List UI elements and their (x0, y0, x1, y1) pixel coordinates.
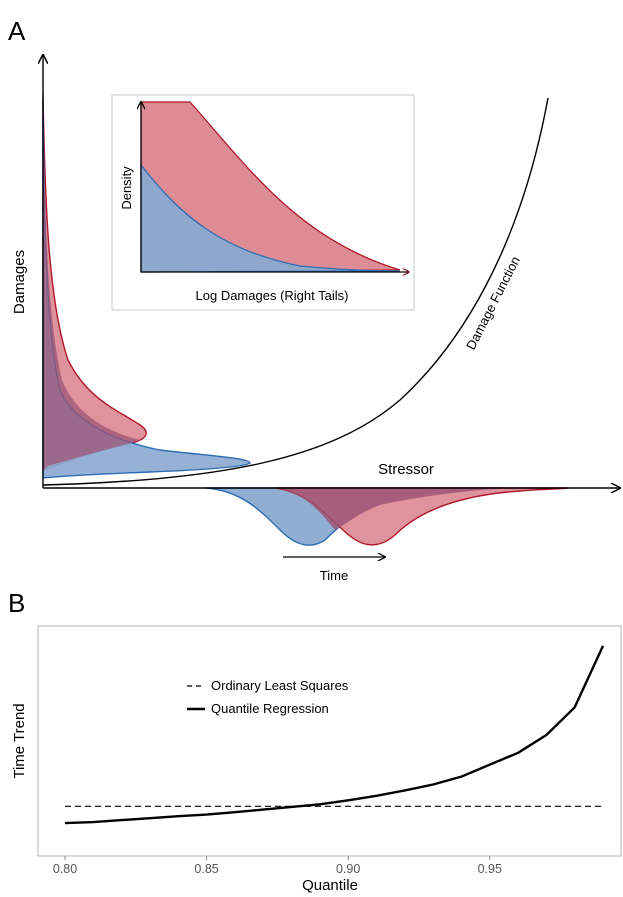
legend: Ordinary Least Squares Quantile Regressi… (187, 678, 349, 716)
panel-b-letter: B (8, 588, 25, 618)
panel-a: A Damages Stressor Damage Function Time … (8, 16, 620, 583)
series-line-quantile-regression (64, 645, 605, 825)
stressor-axis-label: Stressor (378, 461, 434, 478)
x-tick-label: 0.90 (336, 862, 360, 876)
damages-axis-label: Damages (11, 250, 28, 314)
plot-frame (37, 625, 622, 857)
damage-function-curve (42, 97, 549, 486)
panel-b-lines (64, 645, 605, 825)
time-label: Time (320, 568, 348, 583)
x-tick-label: 0.95 (478, 862, 502, 876)
x-tick-label: 0.80 (53, 862, 77, 876)
inset-y-label: Density (119, 166, 134, 210)
panel-b: B 0.80 0.85 0.90 0.95 Ordinary Least Square… (8, 588, 622, 894)
quantile-axis-label: Quantile (302, 877, 358, 894)
legend-ols-label: Ordinary Least Squares (211, 678, 349, 693)
stressor-overlap (275, 488, 500, 530)
inset-density-plot: Density Log Damages (Right Tails) (111, 94, 415, 311)
damage-function-label: Damage Function (463, 254, 523, 352)
inset-x-label: Log Damages (Right Tails) (196, 288, 349, 303)
inset-blue-tail (140, 163, 401, 273)
time-trend-axis-label: Time Trend (11, 703, 28, 778)
panel-a-letter: A (8, 16, 26, 46)
panel-b-ticks: 0.80 0.85 0.90 0.95 (53, 856, 502, 876)
legend-qr-label: Quantile Regression (211, 701, 329, 716)
x-tick-label: 0.85 (194, 862, 218, 876)
overlap-region (43, 110, 140, 470)
